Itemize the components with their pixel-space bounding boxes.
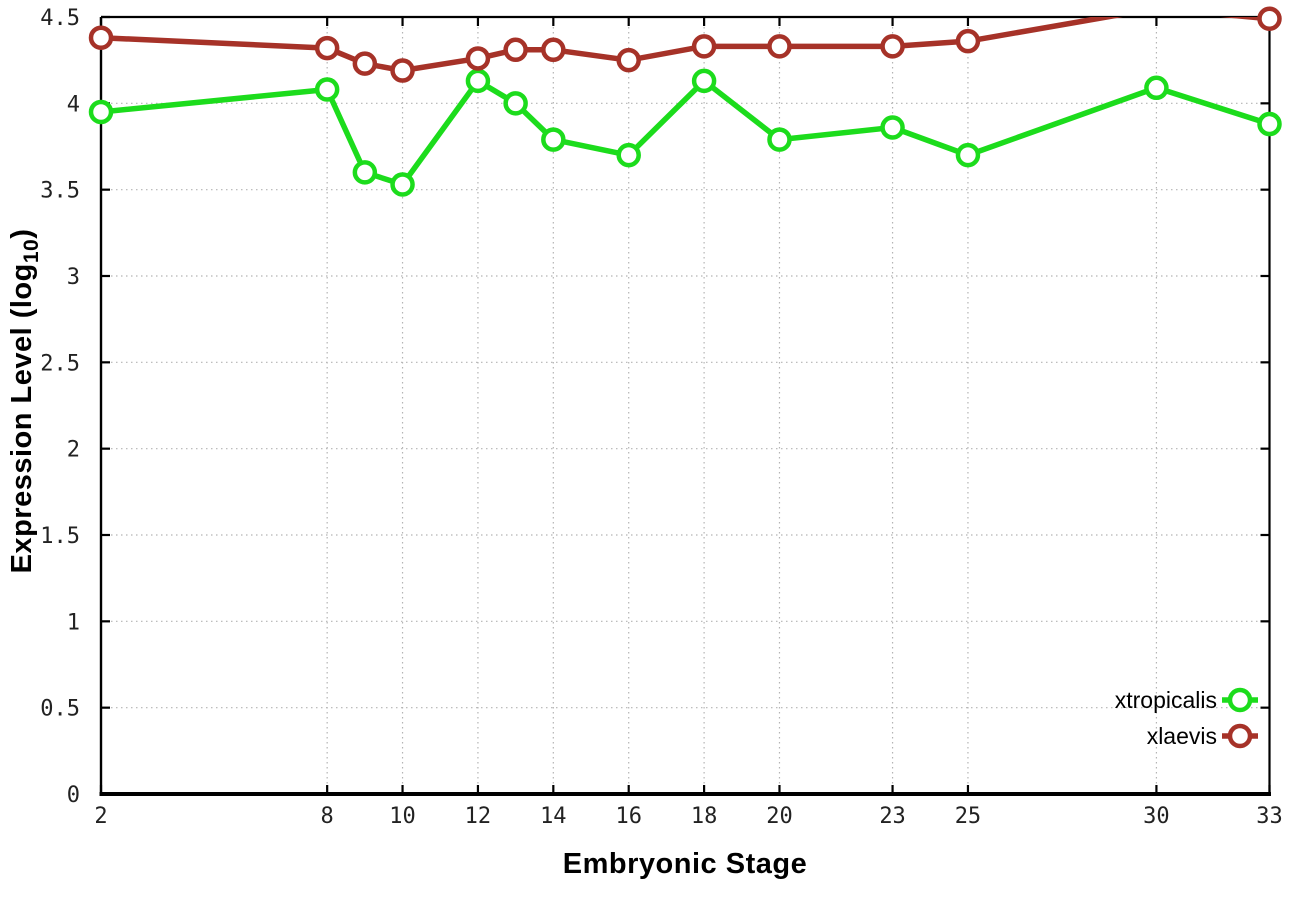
data-point-xtropicalis	[390, 172, 415, 197]
x-tick-label: 33	[1256, 804, 1283, 829]
data-point-xtropicalis	[352, 160, 378, 185]
legend-marker-xlaevis	[1227, 723, 1253, 749]
x-tick-label: 25	[955, 804, 982, 829]
y-tick-label: 3	[67, 265, 80, 290]
axis-ticks	[99, 15, 1271, 796]
plot-grid	[101, 17, 1270, 794]
series-xtropicalis	[88, 68, 1282, 197]
plot-border	[99, 15, 1271, 796]
x-axis-title: Embryonic Stage	[562, 848, 808, 880]
data-point-xlaevis	[880, 34, 905, 59]
data-point-xlaevis	[541, 37, 566, 63]
x-tick-label: 2	[94, 804, 107, 829]
data-point-xlaevis	[955, 28, 981, 54]
x-tick-label: 18	[691, 804, 718, 829]
data-point-xtropicalis	[955, 142, 981, 168]
y-tick-label: 0.5	[40, 697, 80, 722]
data-point-xlaevis	[503, 37, 528, 63]
data-point-xtropicalis	[691, 68, 717, 94]
x-tick-label: 8	[321, 804, 334, 829]
legend: xtropicalis xlaevis	[1115, 687, 1258, 749]
data-point-xlaevis	[352, 51, 378, 76]
y-tick-label: 1.5	[40, 524, 80, 549]
series-line-xtropicalis	[100, 78, 1271, 188]
data-point-xlaevis	[465, 46, 491, 71]
y-tick-label: 4	[67, 92, 80, 117]
x-tick-label: 16	[615, 804, 642, 829]
series-xlaevis	[88, 6, 1282, 83]
data-point-xtropicalis	[541, 127, 566, 152]
data-point-xtropicalis	[314, 77, 340, 102]
y-tick-label: 1	[67, 610, 80, 635]
y-axis-title-close: )	[6, 228, 38, 239]
data-point-xtropicalis	[88, 99, 114, 125]
legend-entry-xtropicalis: xtropicalis	[1115, 687, 1258, 713]
tick-labels: 2 8 10 12 14 16 18 20 23 25 30 33 0 0.5 1 1.5 2 2.5 3 3.5 4 4…	[40, 6, 1283, 829]
data-point-xtropicalis	[1257, 111, 1282, 137]
y-tick-label: 2.5	[40, 351, 80, 376]
data-point-xtropicalis	[1144, 75, 1169, 101]
x-tick-label: 23	[879, 804, 906, 829]
data-point-xlaevis	[390, 58, 415, 83]
x-tick-label: 12	[465, 804, 492, 829]
data-point-xtropicalis	[880, 115, 905, 140]
y-tick-label: 2	[67, 438, 80, 463]
y-tick-label: 4.5	[40, 6, 80, 31]
data-point-xlaevis	[767, 34, 792, 59]
data-point-xtropicalis	[503, 91, 528, 116]
y-axis-title-subscript: 10	[20, 238, 43, 264]
x-tick-label: 14	[540, 804, 567, 829]
data-point-xtropicalis	[616, 142, 641, 168]
data-point-xlaevis	[88, 25, 114, 50]
data-point-xlaevis	[314, 35, 340, 61]
y-axis-title: Expression Level (log10)	[1, 151, 43, 651]
x-tick-label: 20	[766, 804, 793, 829]
data-point-xlaevis	[616, 47, 641, 73]
legend-label-xtropicalis: xtropicalis	[1115, 687, 1217, 713]
x-tick-label: 30	[1143, 804, 1170, 829]
legend-entry-xlaevis: xlaevis	[1147, 723, 1258, 749]
data-point-xtropicalis	[465, 68, 491, 94]
legend-label-xlaevis: xlaevis	[1147, 723, 1217, 749]
y-axis-title-text: Expression Level (log	[6, 263, 38, 574]
legend-marker-xtropicalis	[1227, 687, 1253, 713]
data-point-xtropicalis	[767, 127, 792, 152]
y-tick-label: 0	[67, 783, 80, 808]
y-tick-label: 3.5	[40, 179, 80, 204]
x-tick-label: 10	[389, 804, 416, 829]
data-point-xlaevis	[1257, 6, 1282, 31]
data-point-xlaevis	[691, 34, 717, 59]
